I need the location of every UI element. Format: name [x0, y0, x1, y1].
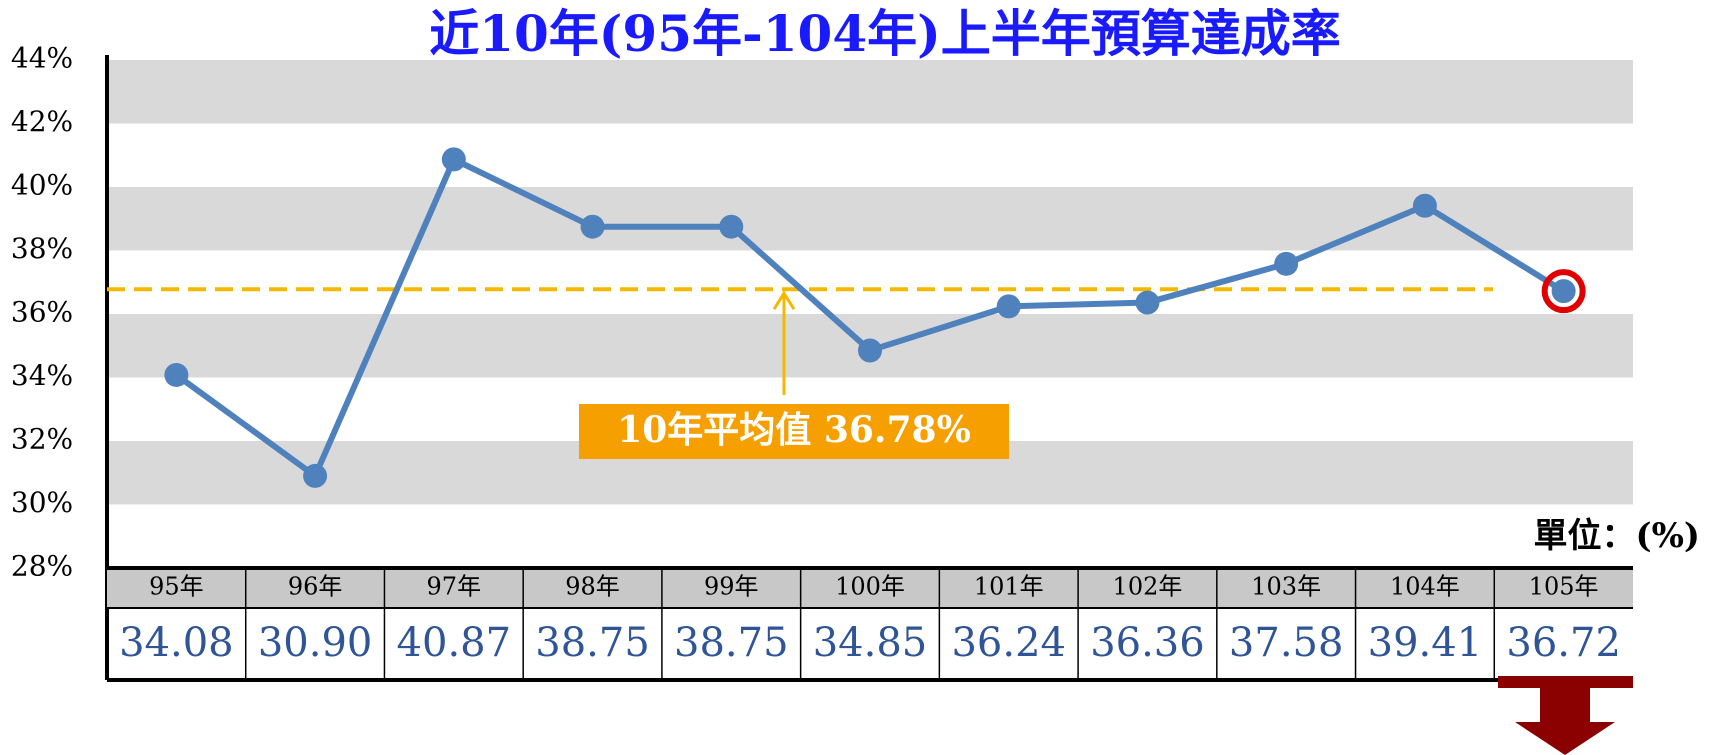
value-label: 34.85	[813, 620, 928, 666]
y-tick-label: 40%	[11, 169, 73, 202]
x-tick-label: 102年	[1113, 573, 1183, 601]
chart-title: 近10年(95年-104年)上半年預算達成率	[429, 4, 1341, 63]
value-label: 38.75	[535, 620, 650, 666]
value-label: 36.36	[1090, 620, 1205, 666]
value-label: 34.08	[119, 620, 234, 666]
value-label: 40.87	[397, 620, 512, 666]
value-label: 38.75	[674, 620, 789, 666]
y-tick-label: 32%	[11, 423, 73, 456]
table-header	[107, 568, 1633, 608]
point	[719, 214, 744, 239]
plot: 28% 30% 32% 34% 36% 38% 40% 42% 44% 10年平均值 36.78%…	[11, 42, 1633, 682]
point	[580, 214, 605, 239]
x-tick-label: 95年	[149, 573, 204, 601]
x-tick-label: 101年	[974, 573, 1044, 601]
x-tick-label: 98年	[565, 573, 620, 601]
point	[858, 338, 882, 363]
y-tick-label: 42%	[11, 105, 73, 138]
x-tick-label: 104年	[1390, 573, 1460, 601]
unit-label: 單位：(%)	[1534, 516, 1700, 556]
y-tick-label: 34%	[11, 359, 73, 392]
y-tick-label: 36%	[11, 296, 73, 329]
y-tick-label: 28%	[11, 550, 73, 583]
x-tick-label: 105年	[1529, 573, 1599, 601]
point	[164, 362, 189, 387]
x-tick-label: 97年	[427, 573, 482, 601]
y-tick-label: 38%	[11, 232, 73, 265]
value-label: 30.90	[258, 620, 373, 666]
x-tick-label: 96年	[288, 573, 343, 601]
value-label: 37.58	[1229, 620, 1344, 666]
value-label: 36.24	[951, 620, 1066, 666]
value-label: 36.72	[1506, 620, 1621, 666]
x-tick-label: 100年	[835, 573, 905, 601]
grid-band	[107, 187, 1633, 251]
point	[303, 463, 328, 488]
average-arrow-head	[772, 290, 796, 311]
point	[1135, 290, 1160, 315]
highlight-ring	[1541, 269, 1586, 314]
grid-band	[107, 60, 1633, 124]
point	[996, 294, 1021, 319]
point	[1274, 251, 1299, 276]
y-tick-label: 44%	[11, 42, 73, 75]
average-label: 10年平均值 36.78%	[617, 409, 971, 451]
point	[441, 147, 466, 172]
down-arrow	[1498, 676, 1633, 755]
x-tick-label: 103年	[1251, 573, 1321, 601]
x-tick-label: 99年	[704, 573, 759, 601]
point	[1551, 279, 1576, 304]
y-tick-label: 30%	[11, 486, 73, 519]
value-label: 39.41	[1368, 620, 1483, 666]
average-box	[579, 404, 1009, 459]
point	[1412, 193, 1437, 218]
